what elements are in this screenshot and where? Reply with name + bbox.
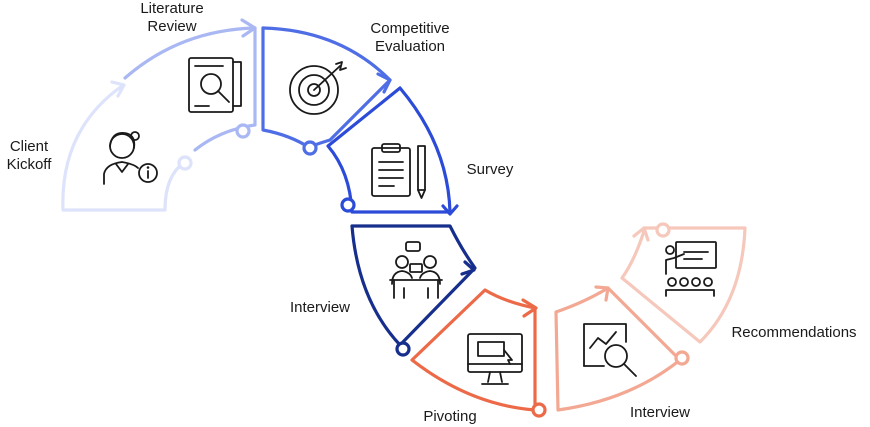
label-interview-1-line1: Interview <box>289 299 351 316</box>
presentation-icon <box>665 241 717 297</box>
label-competitive-evaluation-line2: Evaluation <box>374 38 446 55</box>
segment-competitive-evaluation <box>261 26 392 156</box>
label-client-kickoff: Client Kickoff <box>0 138 58 174</box>
segment-survey <box>326 86 459 216</box>
label-client-kickoff-line2: Kickoff <box>6 156 52 173</box>
meeting-icon <box>389 241 443 299</box>
label-interview-2: Interview <box>620 404 700 422</box>
label-literature-review: Literature Review <box>125 0 219 36</box>
label-survey-line1: Survey <box>466 161 514 178</box>
label-recommendations-line1: Recommendations <box>731 324 857 341</box>
segment-pivoting <box>410 288 547 418</box>
segment-recommendations <box>620 222 747 344</box>
target-icon <box>289 61 347 115</box>
label-literature-review-line1: Literature <box>140 0 204 17</box>
label-interview-2-line1: Interview <box>629 404 691 421</box>
label-competitive-evaluation: Competitive Evaluation <box>352 20 468 56</box>
document-search-icon <box>188 57 242 113</box>
segment-client-kickoff <box>61 80 193 212</box>
clipboard-pen-icon <box>371 143 426 199</box>
label-pivoting-line1: Pivoting <box>423 408 477 425</box>
segment-interview-1 <box>350 224 477 357</box>
label-interview-1: Interview <box>280 299 360 317</box>
label-survey: Survey <box>458 161 522 179</box>
segment-interview-2 <box>554 285 690 412</box>
monitor-icon <box>467 333 523 385</box>
label-client-kickoff-line1: Client <box>9 138 49 155</box>
user-info-icon <box>103 131 158 185</box>
label-pivoting: Pivoting <box>412 408 488 426</box>
label-competitive-evaluation-line1: Competitive <box>370 20 450 37</box>
label-recommendations: Recommendations <box>718 324 870 342</box>
segment-literature-review <box>123 18 257 152</box>
label-literature-review-line2: Review <box>147 18 197 35</box>
analytics-search-icon <box>583 323 637 377</box>
